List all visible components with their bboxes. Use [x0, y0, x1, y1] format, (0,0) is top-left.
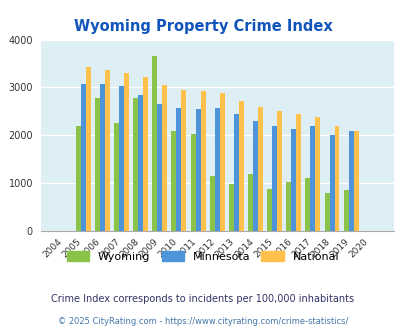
Bar	[190, 134, 195, 231]
Bar	[195, 109, 200, 231]
Bar	[100, 84, 104, 231]
Bar	[271, 126, 277, 231]
Bar	[324, 193, 329, 231]
Bar	[296, 114, 301, 231]
Bar	[143, 77, 148, 231]
Bar	[228, 184, 233, 231]
Bar	[162, 85, 167, 231]
Bar	[76, 126, 81, 231]
Bar	[157, 104, 162, 231]
Bar	[286, 182, 290, 231]
Bar	[119, 86, 124, 231]
Bar	[95, 98, 100, 231]
Text: Crime Index corresponds to incidents per 100,000 inhabitants: Crime Index corresponds to incidents per…	[51, 294, 354, 304]
Bar	[176, 108, 181, 231]
Bar	[348, 130, 353, 231]
Bar	[104, 70, 110, 231]
Bar	[353, 130, 358, 231]
Bar	[238, 101, 243, 231]
Bar	[310, 126, 315, 231]
Bar	[334, 126, 339, 231]
Text: Wyoming Property Crime Index: Wyoming Property Crime Index	[73, 19, 332, 34]
Bar	[315, 117, 320, 231]
Bar	[181, 90, 186, 231]
Bar	[247, 174, 252, 231]
Bar	[329, 135, 334, 231]
Bar	[266, 189, 271, 231]
Bar	[114, 123, 119, 231]
Bar	[214, 108, 219, 231]
Legend: Wyoming, Minnesota, National: Wyoming, Minnesota, National	[62, 247, 343, 267]
Bar	[290, 129, 296, 231]
Bar	[343, 190, 348, 231]
Bar	[233, 114, 238, 231]
Bar	[81, 84, 85, 231]
Bar	[252, 121, 257, 231]
Bar	[138, 95, 143, 231]
Bar	[257, 107, 262, 231]
Bar	[171, 130, 176, 231]
Bar	[133, 98, 138, 231]
Bar	[85, 67, 90, 231]
Bar	[124, 73, 129, 231]
Bar	[219, 93, 224, 231]
Bar	[209, 176, 214, 231]
Bar	[277, 112, 281, 231]
Bar	[305, 178, 310, 231]
Bar	[200, 91, 205, 231]
Text: © 2025 CityRating.com - https://www.cityrating.com/crime-statistics/: © 2025 CityRating.com - https://www.city…	[58, 317, 347, 326]
Bar	[152, 56, 157, 231]
